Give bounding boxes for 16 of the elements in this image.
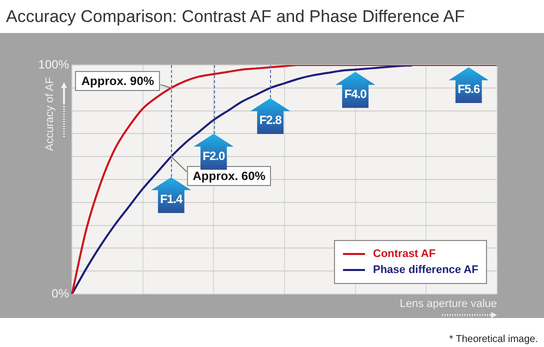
annotation: F4.0 — [343, 86, 368, 101]
text: * Theoretical image. — [449, 334, 538, 345]
y-tick-label: 100% — [38, 57, 70, 72]
annotation: F1.4 — [159, 192, 184, 206]
x-axis-title: Lens aperture value — [400, 298, 497, 310]
chart-title: Accuracy Comparison: Contrast AF and Phase Difference AF — [5, 6, 466, 28]
annotation: F2.8 — [258, 113, 282, 128]
line-series — [71, 65, 498, 294]
y-tick-label: 0% — [52, 286, 70, 300]
annotation: Approx. 90% — [75, 70, 160, 91]
legend-label: Phase difference AF — [373, 264, 478, 276]
annotation: F2.0 — [202, 148, 226, 163]
annotation: F5.6 — [456, 82, 481, 96]
legend-label: Contrast AF — [373, 248, 436, 260]
y-axis-title: Accuracy of AF — [44, 77, 56, 151]
annotation: Approx. 60% — [186, 166, 272, 186]
